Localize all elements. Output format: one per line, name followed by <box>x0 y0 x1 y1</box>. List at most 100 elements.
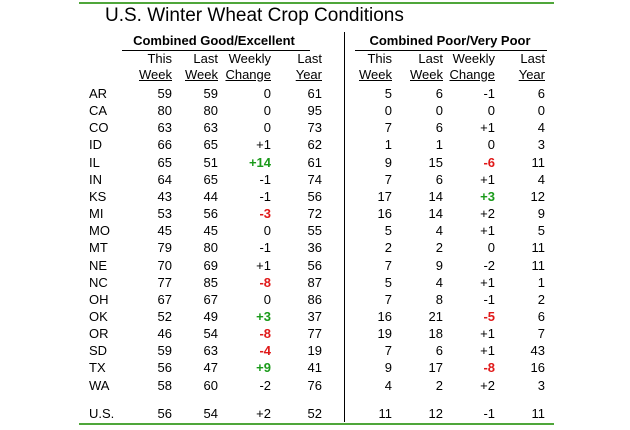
good-weekly-change-cell: 0 <box>263 86 271 101</box>
header-line-top: Last <box>520 51 545 66</box>
good-last-week-cell: 65 <box>203 172 218 187</box>
good-last-week-cell: 80 <box>203 103 218 118</box>
header-poor-weekly-change: Weekly Change <box>435 51 495 83</box>
good-this-week-cell: 58 <box>157 378 172 393</box>
good-last-week-cell: 45 <box>203 223 218 238</box>
state-label: OK <box>89 309 108 324</box>
good-last-week-cell: 69 <box>203 258 218 273</box>
good-this-week-cell: 45 <box>157 223 172 238</box>
poor-last-year-cell: 11 <box>531 155 546 170</box>
group-title-poor-very-poor: Combined Poor/Very Poor <box>369 33 531 48</box>
poor-last-year-cell: 9 <box>537 206 545 221</box>
top-rule <box>79 2 554 4</box>
poor-weekly-change-cell: 0 <box>487 137 495 152</box>
header-line-top: Weekly <box>228 51 271 66</box>
good-this-week-cell: 65 <box>157 155 172 170</box>
poor-this-week-cell: 11 <box>378 406 393 421</box>
good-weekly-change-cell: -4 <box>259 343 271 358</box>
poor-weekly-change-cell: +1 <box>480 223 495 238</box>
header-good-last-year: Last Year <box>262 51 322 83</box>
good-weekly-change-cell: +2 <box>256 406 271 421</box>
poor-weekly-change-cell: -5 <box>483 309 495 324</box>
good-last-week-cell: 54 <box>203 326 218 341</box>
good-last-year-cell: 19 <box>307 343 322 358</box>
poor-weekly-change-cell: -1 <box>483 86 495 101</box>
good-last-week-cell: 80 <box>203 240 218 255</box>
poor-last-year-cell: 4 <box>537 172 545 187</box>
state-label: MI <box>89 206 104 221</box>
poor-this-week-cell: 16 <box>377 206 392 221</box>
header-line-bottom: Week <box>359 67 392 82</box>
state-label: SD <box>89 343 108 358</box>
good-this-week-cell: 64 <box>157 172 172 187</box>
poor-this-week-cell: 7 <box>384 120 392 135</box>
poor-last-week-cell: 1 <box>435 137 443 152</box>
state-label: MT <box>89 240 108 255</box>
poor-this-week-cell: 5 <box>384 86 392 101</box>
good-weekly-change-cell: -8 <box>259 275 271 290</box>
poor-weekly-change-cell: +3 <box>480 189 495 204</box>
good-this-week-cell: 66 <box>157 137 172 152</box>
good-last-week-cell: 60 <box>203 378 218 393</box>
poor-last-week-cell: 21 <box>428 309 443 324</box>
state-label: KS <box>89 189 107 204</box>
poor-this-week-cell: 0 <box>384 103 392 118</box>
poor-last-week-cell: 6 <box>435 86 443 101</box>
poor-this-week-cell: 16 <box>377 309 392 324</box>
good-last-week-cell: 67 <box>203 292 218 307</box>
good-this-week-cell: 59 <box>157 343 172 358</box>
good-last-year-cell: 73 <box>307 120 322 135</box>
poor-weekly-change-cell: -1 <box>483 406 495 421</box>
poor-this-week-cell: 4 <box>384 378 392 393</box>
poor-weekly-change-cell: +1 <box>480 326 495 341</box>
poor-last-year-cell: 3 <box>537 378 545 393</box>
good-weekly-change-cell: -8 <box>259 326 271 341</box>
poor-this-week-cell: 5 <box>384 223 392 238</box>
good-this-week-cell: 67 <box>157 292 172 307</box>
poor-weekly-change-cell: +1 <box>480 343 495 358</box>
header-poor-last-week: Last Week <box>383 51 443 83</box>
good-last-year-cell: 77 <box>307 326 322 341</box>
poor-weekly-change-cell: -6 <box>483 155 495 170</box>
good-this-week-cell: 77 <box>157 275 172 290</box>
state-label: ID <box>89 137 102 152</box>
good-this-week-cell: 79 <box>157 240 172 255</box>
good-last-week-cell: 51 <box>203 155 218 170</box>
poor-this-week-cell: 5 <box>384 275 392 290</box>
good-last-year-cell: 55 <box>307 223 322 238</box>
poor-last-year-cell: 12 <box>530 189 545 204</box>
poor-last-year-cell: 5 <box>537 223 545 238</box>
poor-last-year-cell: 1 <box>537 275 545 290</box>
poor-this-week-cell: 7 <box>384 292 392 307</box>
good-last-week-cell: 47 <box>203 360 218 375</box>
good-last-year-cell: 86 <box>307 292 322 307</box>
good-last-year-cell: 41 <box>307 360 322 375</box>
poor-weekly-change-cell: -1 <box>483 292 495 307</box>
good-this-week-cell: 43 <box>157 189 172 204</box>
poor-weekly-change-cell: -8 <box>483 360 495 375</box>
good-this-week-cell: 52 <box>157 309 172 324</box>
good-last-year-cell: 61 <box>307 86 322 101</box>
good-this-week-cell: 70 <box>157 258 172 273</box>
state-label: MO <box>89 223 110 238</box>
good-last-week-cell: 65 <box>203 137 218 152</box>
good-weekly-change-cell: -2 <box>259 378 271 393</box>
header-line-top: Last <box>418 51 443 66</box>
poor-last-week-cell: 2 <box>435 378 443 393</box>
state-label: CA <box>89 103 108 118</box>
state-label: AR <box>89 86 108 101</box>
good-last-week-cell: 63 <box>203 343 218 358</box>
poor-last-week-cell: 18 <box>428 326 443 341</box>
good-last-year-cell: 62 <box>307 137 322 152</box>
page-title: U.S. Winter Wheat Crop Conditions <box>105 5 404 26</box>
poor-this-week-cell: 19 <box>377 326 392 341</box>
good-weekly-change-cell: -1 <box>259 240 271 255</box>
poor-weekly-change-cell: +2 <box>480 378 495 393</box>
poor-weekly-change-cell: +1 <box>480 172 495 187</box>
poor-last-week-cell: 6 <box>435 172 443 187</box>
good-weekly-change-cell: +3 <box>256 309 271 324</box>
good-last-week-cell: 54 <box>203 406 218 421</box>
good-this-week-cell: 63 <box>157 120 172 135</box>
poor-this-week-cell: 7 <box>384 343 392 358</box>
poor-last-year-cell: 11 <box>531 240 546 255</box>
